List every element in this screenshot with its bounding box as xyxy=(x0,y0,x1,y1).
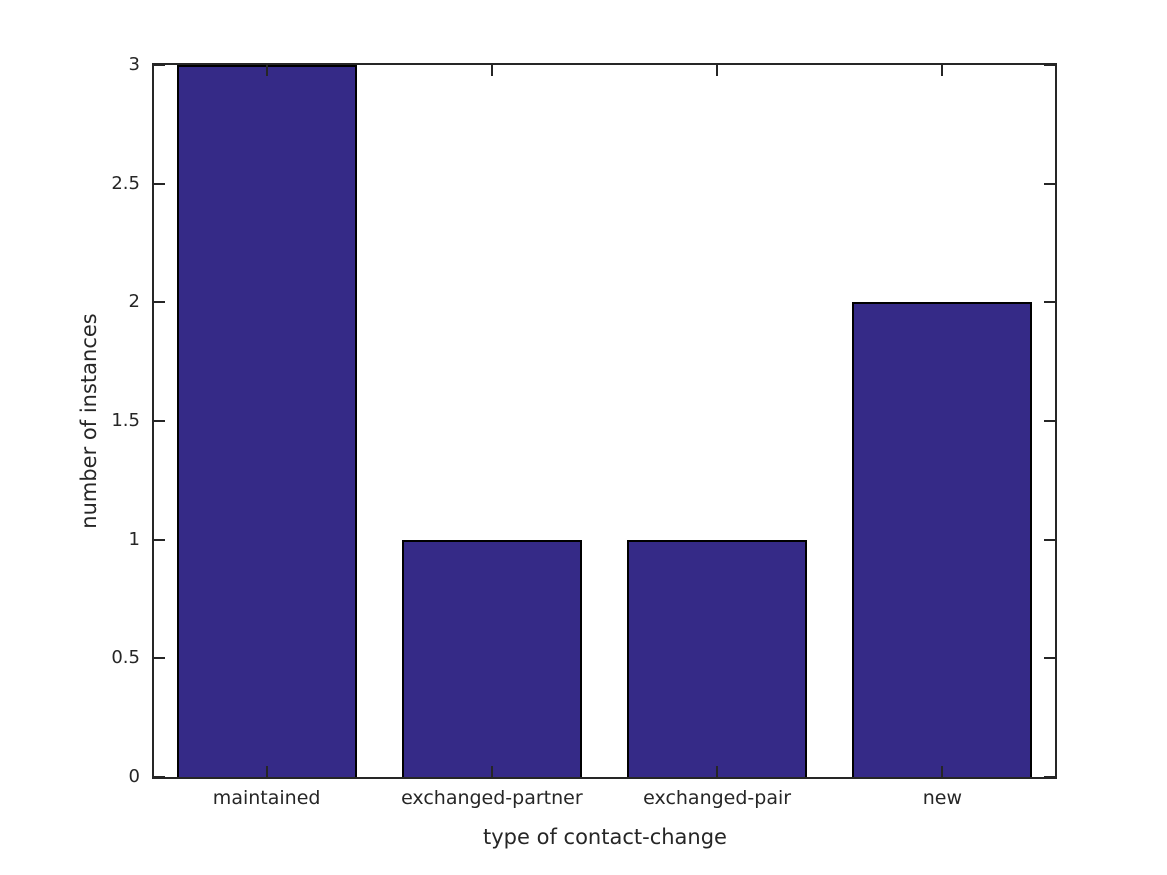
y-tick-left-2.5 xyxy=(154,182,165,185)
x-tick-label-new: new xyxy=(922,787,963,809)
x-tick-top-exchanged-partner xyxy=(490,65,493,76)
bar-new xyxy=(852,302,1033,777)
x-tick-bottom-exchanged-partner xyxy=(490,766,493,777)
y-tick-label-2: 2 xyxy=(128,291,140,313)
bar-maintained xyxy=(176,65,357,777)
y-tick-left-2 xyxy=(154,301,165,304)
y-tick-right-0 xyxy=(1044,776,1055,778)
y-tick-left-1.5 xyxy=(154,420,165,422)
x-tick-bottom-maintained xyxy=(265,766,268,777)
y-tick-label-1: 1 xyxy=(128,528,140,550)
y-tick-label-1.5: 1.5 xyxy=(111,410,140,431)
y-tick-right-0.5 xyxy=(1044,657,1055,660)
y-tick-right-1 xyxy=(1044,538,1055,541)
x-tick-top-maintained xyxy=(265,65,268,76)
x-tick-label-maintained: maintained xyxy=(212,787,321,809)
x-tick-top-exchanged-pair xyxy=(716,65,719,76)
bar-exchanged-partner xyxy=(401,539,582,777)
y-tick-label-2.5: 2.5 xyxy=(111,172,140,194)
y-tick-right-2 xyxy=(1044,301,1055,304)
y-tick-left-3 xyxy=(154,64,165,66)
x-tick-bottom-exchanged-pair xyxy=(716,766,719,777)
x-tick-label-exchanged-partner: exchanged-partner xyxy=(401,787,583,809)
y-tick-label-0.5: 0.5 xyxy=(111,647,140,669)
plot-area xyxy=(152,63,1057,779)
x-axis-label: type of contact-change xyxy=(483,825,727,849)
y-tick-label-3: 3 xyxy=(128,54,140,75)
y-tick-left-0.5 xyxy=(154,657,165,660)
y-tick-right-3 xyxy=(1044,64,1055,66)
y-tick-right-2.5 xyxy=(1044,182,1055,185)
y-tick-left-1 xyxy=(154,538,165,541)
y-tick-left-0 xyxy=(154,776,165,778)
y-tick-right-1.5 xyxy=(1044,420,1055,422)
x-tick-label-exchanged-pair: exchanged-pair xyxy=(643,787,792,809)
x-tick-bottom-new xyxy=(941,766,944,777)
x-tick-top-new xyxy=(941,65,944,76)
y-tick-label-0: 0 xyxy=(128,766,140,787)
bar-exchanged-pair xyxy=(627,539,808,777)
